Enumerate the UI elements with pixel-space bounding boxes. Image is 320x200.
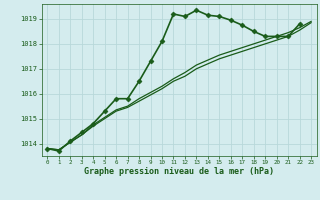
- X-axis label: Graphe pression niveau de la mer (hPa): Graphe pression niveau de la mer (hPa): [84, 167, 274, 176]
